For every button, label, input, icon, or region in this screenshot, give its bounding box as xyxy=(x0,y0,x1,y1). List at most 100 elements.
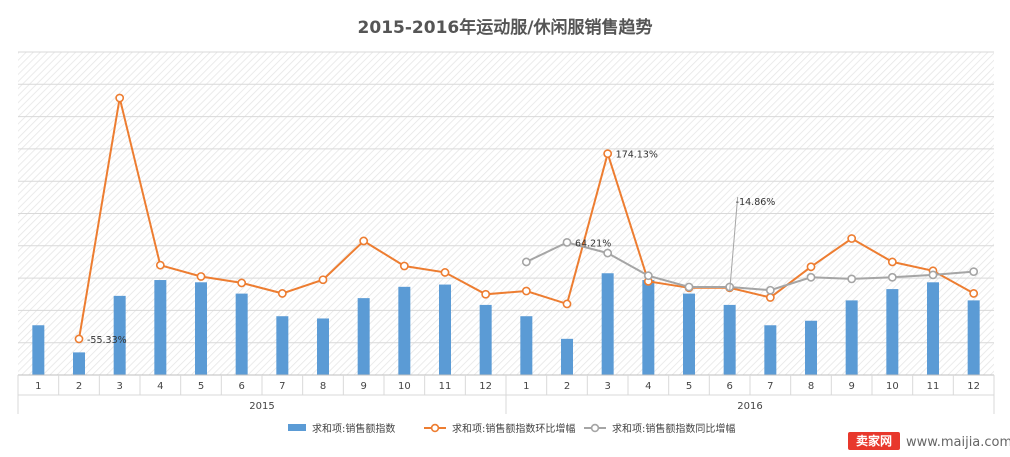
data-label: -14.86% xyxy=(736,197,776,208)
x-tick-label: 5 xyxy=(686,381,692,392)
legend-label: 求和项:销售额指数 xyxy=(312,422,395,435)
bar xyxy=(683,293,695,375)
bar-series xyxy=(32,273,980,375)
line-point xyxy=(440,268,450,277)
legend-swatch-bar xyxy=(288,424,306,431)
x-tick-label: 7 xyxy=(767,381,773,392)
data-label: 64.21% xyxy=(575,238,611,249)
x-tick-label: 9 xyxy=(360,381,366,392)
x-tick-label: 9 xyxy=(848,381,854,392)
bar xyxy=(886,289,899,375)
bar xyxy=(805,320,817,375)
line-point xyxy=(155,260,165,270)
x-tick-label: 2 xyxy=(564,381,570,392)
line-point xyxy=(562,238,572,247)
line-point xyxy=(74,334,84,344)
line-point xyxy=(887,272,897,282)
bar xyxy=(845,300,858,375)
x-tick-label: 4 xyxy=(645,381,651,392)
bar xyxy=(723,304,736,375)
x-tick-label: 3 xyxy=(604,381,610,392)
x-tick-label: 6 xyxy=(726,381,732,392)
x-group-label: 2016 xyxy=(737,401,762,412)
line-point xyxy=(806,262,816,272)
line-point xyxy=(318,275,328,285)
bar xyxy=(32,325,45,375)
line-point xyxy=(765,285,775,295)
x-group-label: 2015 xyxy=(249,401,274,412)
legend-swatch-marker xyxy=(590,423,600,433)
chart-title: 2015-2016年运动服/休闲服销售趋势 xyxy=(358,17,653,38)
data-labels: -55.33% 174.13% 64.21% -14.86% xyxy=(87,150,775,346)
legend-swatch-marker xyxy=(430,423,440,433)
line-point xyxy=(603,248,613,258)
line-point xyxy=(115,93,125,103)
bar xyxy=(927,282,939,375)
x-tick-label: 12 xyxy=(967,381,980,392)
bar xyxy=(235,293,248,375)
line-point xyxy=(928,270,938,280)
line-yoy xyxy=(525,241,974,292)
bar xyxy=(357,298,370,375)
bar xyxy=(73,352,85,375)
line-point xyxy=(481,289,491,299)
x-tick-label: 6 xyxy=(238,381,244,392)
line-point xyxy=(847,274,857,284)
line-point xyxy=(603,149,613,159)
x-tick-label: 11 xyxy=(927,381,940,392)
line-point xyxy=(237,278,247,288)
x-tick-label: 1 xyxy=(35,381,41,392)
bar xyxy=(276,316,289,375)
watermark-badge-text: 卖家网 xyxy=(856,433,892,448)
x-tick-label: 2 xyxy=(76,381,82,392)
line-point xyxy=(969,267,979,277)
x-tick-label: 11 xyxy=(439,381,452,392)
bar xyxy=(764,325,777,375)
line-point xyxy=(359,236,369,246)
line-point xyxy=(521,286,531,296)
line-point xyxy=(643,271,653,281)
bar xyxy=(317,318,329,375)
data-label: -55.33% xyxy=(87,335,127,346)
line-point xyxy=(765,293,775,302)
bar xyxy=(398,286,411,375)
bar xyxy=(154,280,167,375)
x-tick-label: 4 xyxy=(157,381,163,392)
watermark-badge xyxy=(848,432,900,450)
line-point xyxy=(521,257,531,267)
x-tick-label: 7 xyxy=(279,381,285,392)
line-point xyxy=(887,257,897,267)
label-leader xyxy=(729,196,739,292)
x-tick-label: 10 xyxy=(886,381,899,392)
x-tick-label: 8 xyxy=(320,381,326,392)
legend-label: 求和项:销售额指数同比增幅 xyxy=(612,422,735,435)
legend: 求和项:销售额指数 求和项:销售额指数环比增幅 求和项:销售额指数同比增幅 xyxy=(288,422,735,435)
line-point xyxy=(196,272,206,281)
x-tick-label: 10 xyxy=(398,381,411,392)
bar xyxy=(601,273,614,375)
line-point xyxy=(277,289,287,298)
line-point xyxy=(399,261,409,271)
data-label: 174.13% xyxy=(616,150,658,161)
bar xyxy=(439,284,451,375)
bar xyxy=(561,338,573,375)
bar xyxy=(479,304,492,375)
line-point xyxy=(969,289,979,298)
bar xyxy=(195,282,207,375)
x-tick-label: 8 xyxy=(808,381,814,392)
line-point xyxy=(847,234,857,243)
bar xyxy=(520,316,533,375)
line-point xyxy=(806,272,816,282)
watermark-url: www.maijia.com xyxy=(906,435,1010,450)
bar xyxy=(113,295,126,375)
bar xyxy=(642,280,655,375)
x-tick-label: 5 xyxy=(198,381,204,392)
bar xyxy=(967,300,980,375)
line-point xyxy=(562,299,572,309)
x-tick-label: 3 xyxy=(116,381,122,392)
line-point xyxy=(684,282,694,292)
legend-label: 求和项:销售额指数环比增幅 xyxy=(452,422,575,435)
